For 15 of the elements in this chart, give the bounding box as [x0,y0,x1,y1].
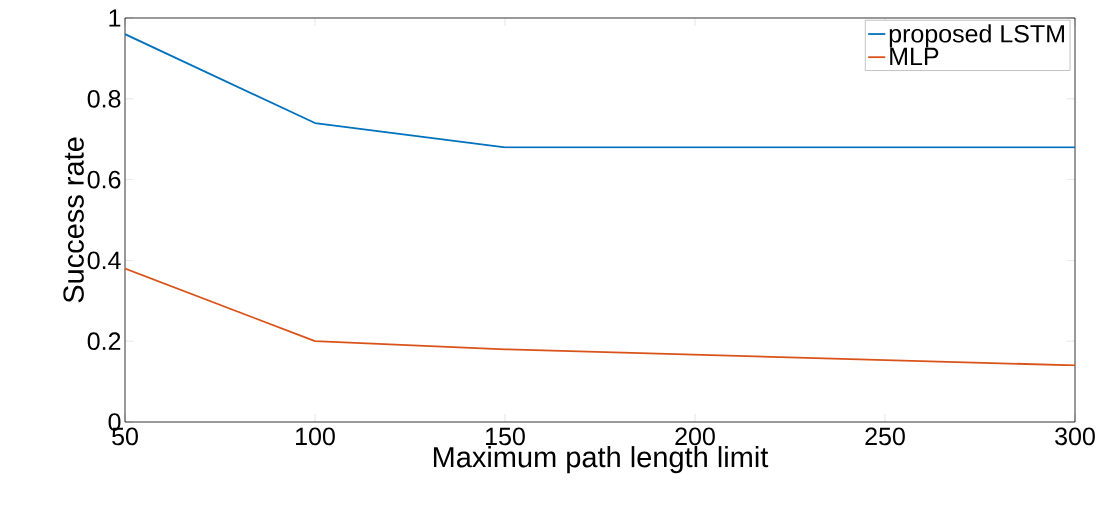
y-tick-label: 1 [109,9,121,27]
y-tick-label: 0.6 [87,170,121,189]
x-axis-title: Maximum path length limit [433,446,769,474]
x-tick-label: 250 [865,427,905,446]
legend-label: proposed LSTM [889,24,1064,48]
y-axis-title: Success rate [63,137,84,303]
y-tick-label: 0.8 [87,89,121,108]
y-tick-label: 0.4 [87,251,121,270]
line-series [125,267,1076,367]
x-tick-label: 100 [296,427,335,446]
x-tick-label: 200 [675,427,715,446]
x-tick-label: 150 [486,427,525,446]
legend-label: MLP [890,47,939,66]
x-tick-label: 300 [1055,427,1095,446]
y-tick-label: 0.2 [87,332,121,351]
